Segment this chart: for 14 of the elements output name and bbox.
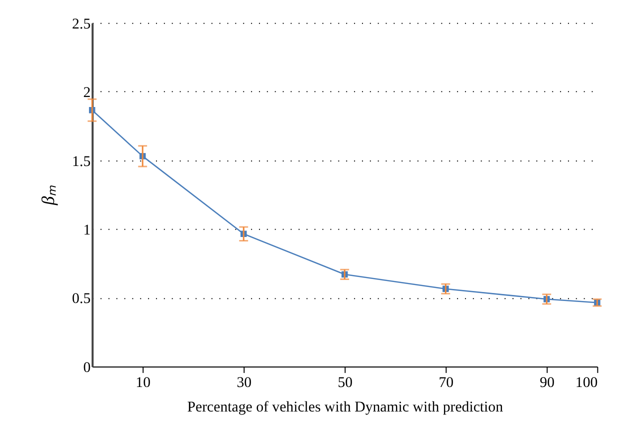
y-tick-label: 2 [83, 85, 91, 102]
y-tick-label: 2.5 [72, 16, 91, 32]
y-tick-label: 0 [83, 360, 91, 376]
y-tick-label: 1.5 [72, 154, 91, 170]
x-axis-title: Percentage of vehicles with Dynamic with prediction [187, 400, 504, 416]
x-tick-label: 30 [236, 374, 252, 391]
y-tick-label: 0.5 [72, 291, 91, 308]
x-tick-label: 10 [136, 374, 151, 391]
x-tick-label: 50 [338, 374, 353, 391]
x-tick-label: 90 [540, 374, 555, 391]
y-axis-title: βₘ [38, 185, 58, 206]
x-tick-label: 100 [575, 374, 598, 391]
x-tick-label: 70 [438, 374, 454, 391]
y-tick-label: 1 [83, 222, 91, 238]
